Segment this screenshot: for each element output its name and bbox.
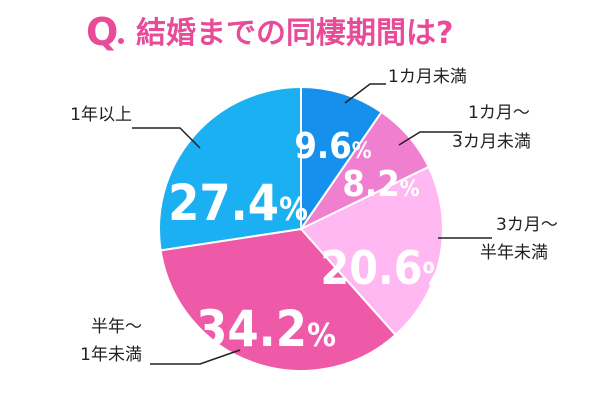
pie-slice-5 [158, 85, 302, 252]
pie-slice-3 [299, 165, 444, 337]
leader-lines [132, 83, 492, 365]
chart-title: 結婚までの同棲期間は? [136, 16, 454, 51]
pie-slice-1 [300, 85, 383, 233]
pie-slice-4 [159, 227, 397, 372]
pct-label-5: 27.4% [168, 174, 308, 232]
category-label-3-line-1: 3カ月〜 [496, 215, 558, 235]
percentage-labels: 9.6%8.2% 20.6%34.2% 27.4% [168, 126, 450, 358]
title-q-mark: Q [86, 10, 119, 54]
category-label-2-line-1: 1カ月〜 [468, 103, 530, 123]
title-dot [118, 38, 124, 44]
pct-label-2: 8.2% [342, 164, 419, 205]
pct-label-1: 9.6% [294, 126, 371, 167]
category-label-5: 1年以上 [70, 105, 132, 125]
pct-label-3: 20.6% [320, 241, 449, 295]
pct-label-4: 34.2% [196, 300, 336, 358]
leader-line-2 [398, 131, 462, 146]
leader-line-1 [344, 83, 386, 104]
leader-line-5 [132, 127, 201, 149]
category-label-2-line-2: 3カ月未満 [452, 132, 531, 152]
leader-line-4 [150, 349, 241, 365]
category-label-4-line-1: 半年〜 [91, 317, 142, 337]
category-label-4-line-2: 1年未満 [80, 345, 142, 365]
category-label-1: 1カ月未満 [388, 67, 467, 87]
category-label-3-line-2: 半年未満 [480, 243, 548, 263]
pie-slices [158, 85, 444, 372]
